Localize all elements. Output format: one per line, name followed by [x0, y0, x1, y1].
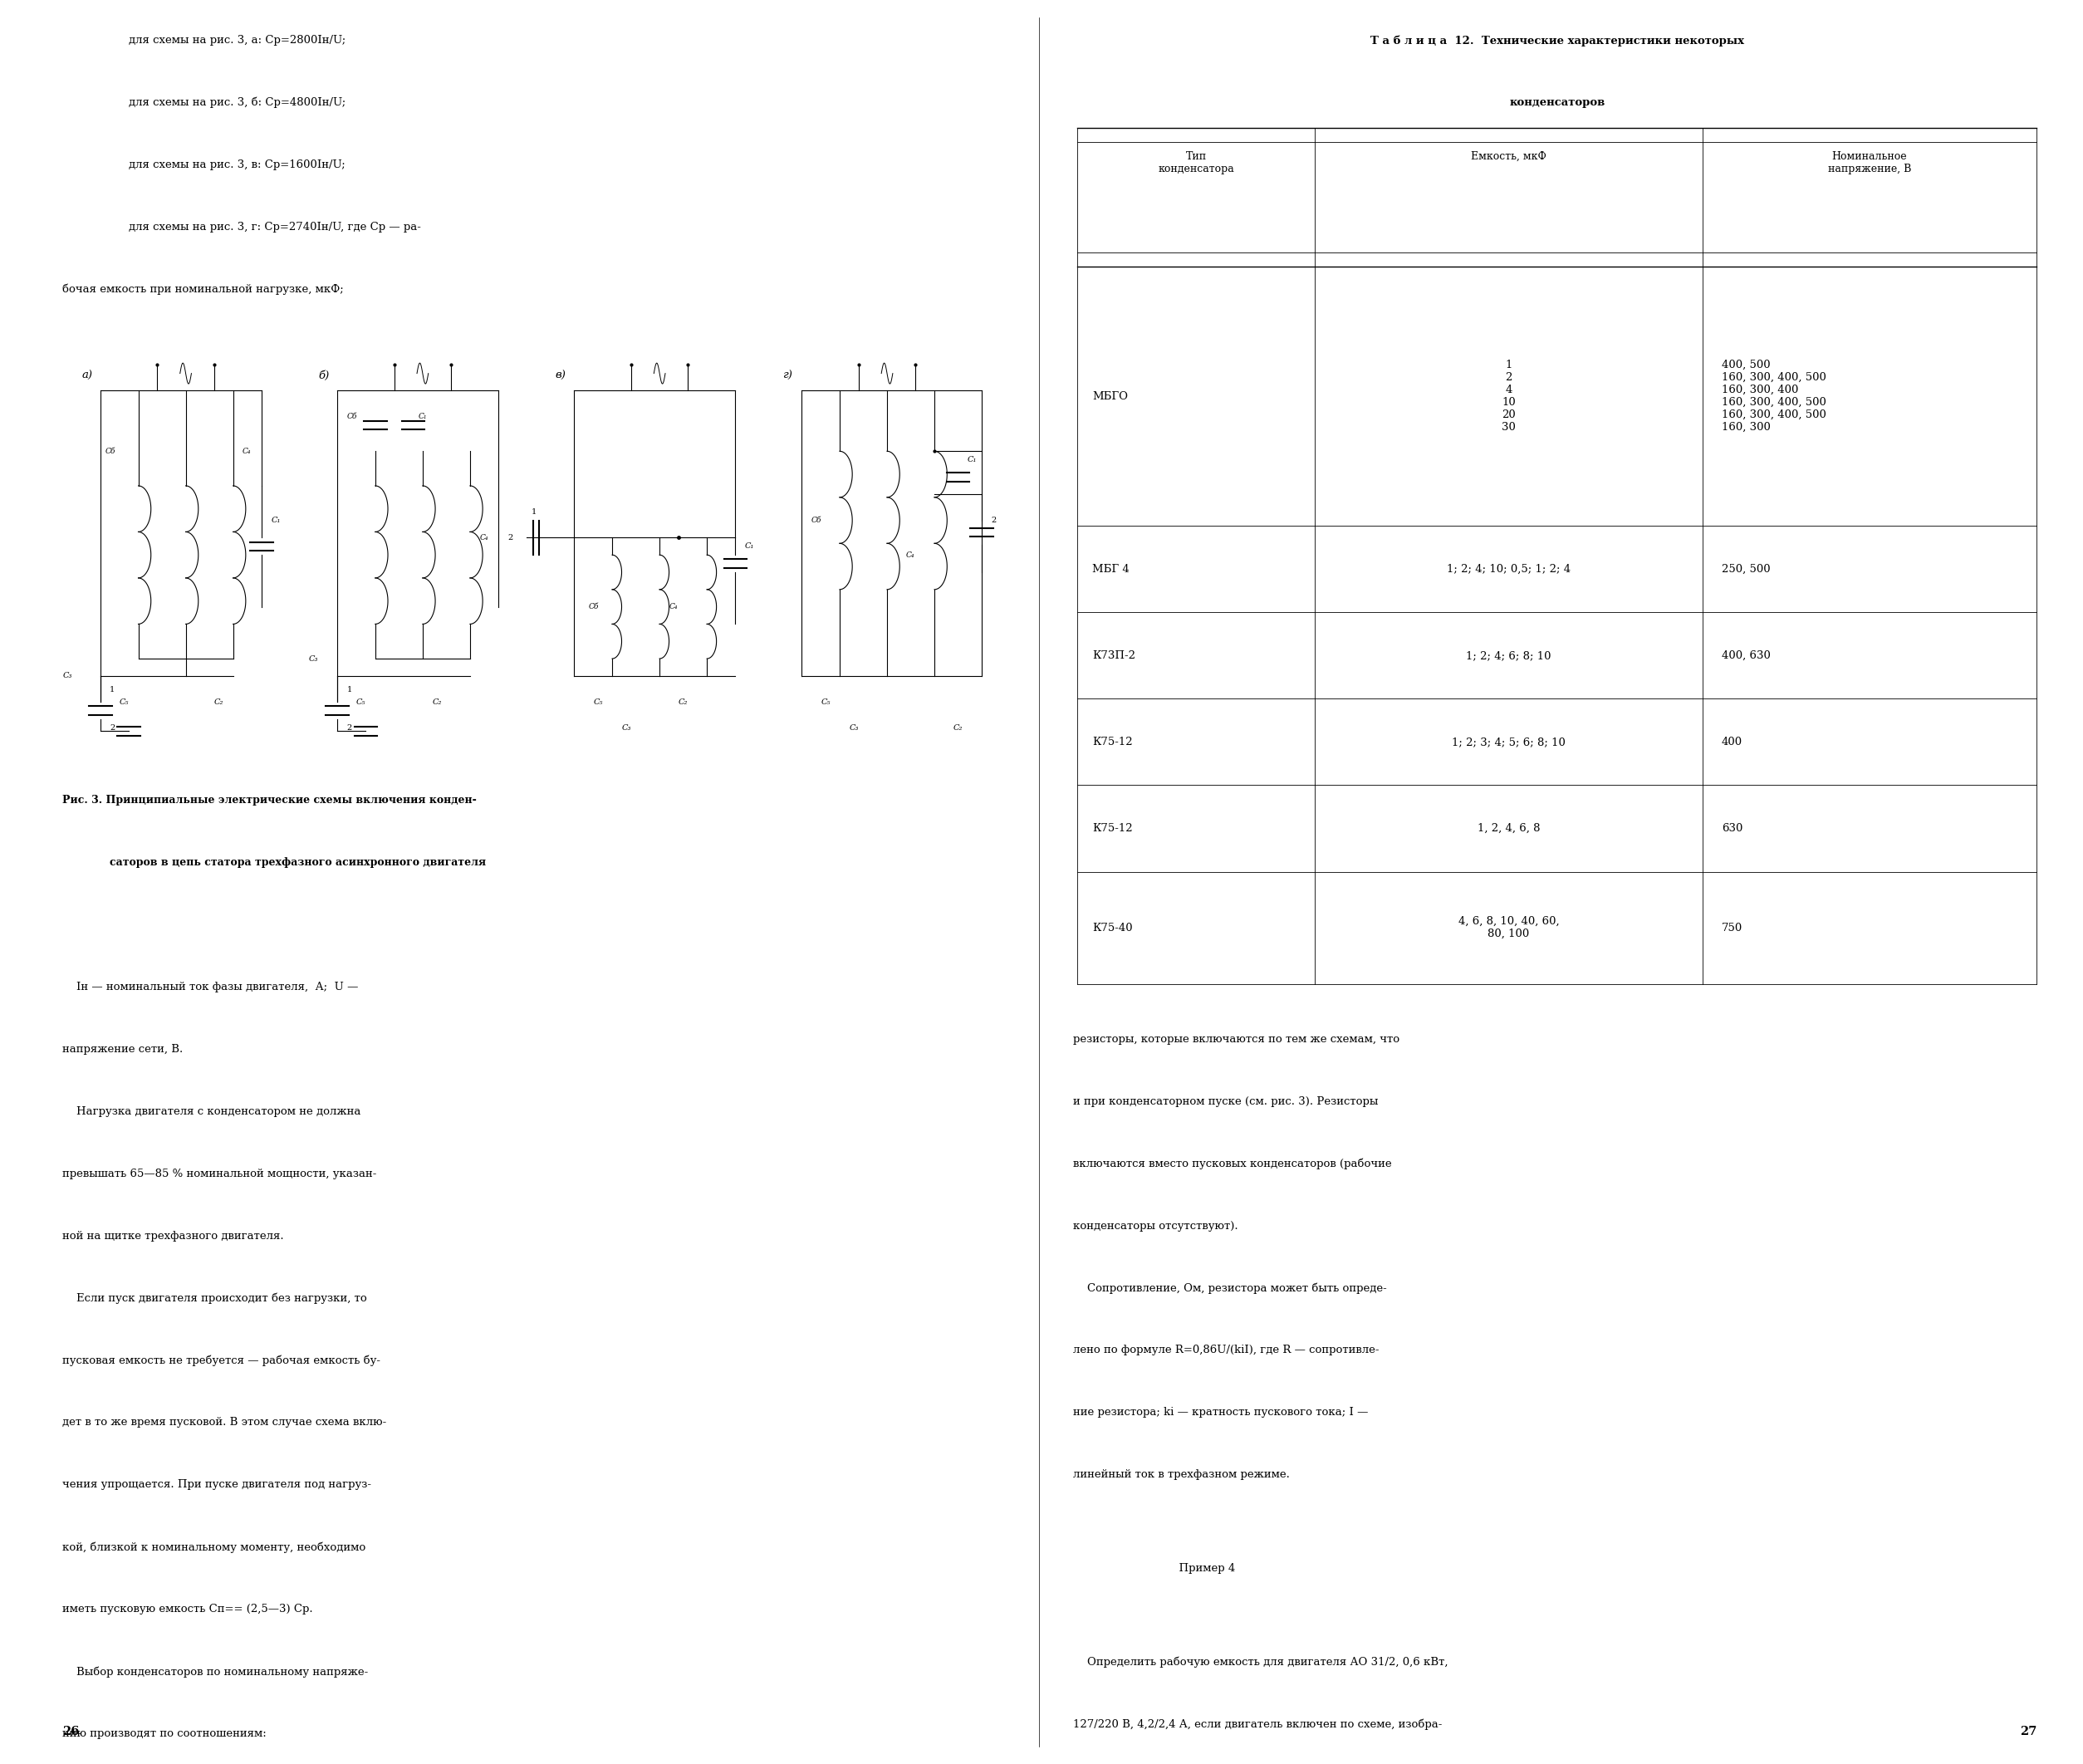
Text: дет в то же время пусковой. В этом случае схема вклю-: дет в то же время пусковой. В этом случа…: [62, 1416, 387, 1429]
Text: C₅: C₅: [821, 699, 831, 706]
Text: C₂: C₂: [431, 699, 442, 706]
Text: Если пуск двигателя происходит без нагрузки, то: Если пуск двигателя происходит без нагру…: [62, 1293, 367, 1304]
Text: 400, 630: 400, 630: [1723, 651, 1771, 662]
Text: конденсаторы отсутствуют).: конденсаторы отсутствуют).: [1073, 1221, 1237, 1231]
Text: Iн — номинальный ток фазы двигателя,  А;  U —: Iн — номинальный ток фазы двигателя, А; …: [62, 981, 358, 993]
Text: C₄: C₄: [242, 448, 252, 455]
Text: в): в): [556, 370, 567, 381]
Text: иметь пусковую емкость Сп== (2,5—3) Ср.: иметь пусковую емкость Сп== (2,5—3) Ср.: [62, 1603, 312, 1614]
Text: 4, 6, 8, 10, 40, 60,
80, 100: 4, 6, 8, 10, 40, 60, 80, 100: [1458, 916, 1558, 940]
Text: ной на щитке трехфазного двигателя.: ной на щитке трехфазного двигателя.: [62, 1231, 283, 1242]
Text: нию производят по соотношениям:: нию производят по соотношениям:: [62, 1729, 267, 1739]
Text: C₂: C₂: [215, 699, 223, 706]
Text: а): а): [81, 370, 92, 381]
Text: 27: 27: [2021, 1727, 2037, 1738]
Text: 630: 630: [1723, 824, 1743, 834]
Text: 127/220 В, 4,2/2,4 А, если двигатель включен по схеме, изобра-: 127/220 В, 4,2/2,4 А, если двигатель вкл…: [1073, 1718, 1441, 1729]
Text: К75-12: К75-12: [1091, 737, 1133, 748]
Text: К75-40: К75-40: [1091, 923, 1133, 933]
Text: для схемы на рис. 3, а: Ср=2800Iн/U;: для схемы на рис. 3, а: Ср=2800Iн/U;: [129, 35, 346, 46]
Text: C₅: C₅: [356, 699, 367, 706]
Text: Cб: Cб: [810, 517, 821, 524]
Text: МБГО: МБГО: [1091, 392, 1127, 402]
Text: Определить рабочую емкость для двигателя АО 31/2, 0,6 кВт,: Определить рабочую емкость для двигателя…: [1073, 1656, 1448, 1667]
Text: К75-12: К75-12: [1091, 824, 1133, 834]
Text: C₂: C₂: [954, 723, 962, 732]
Text: для схемы на рис. 3, б: Ср=4800Iн/U;: для схемы на рис. 3, б: Ср=4800Iн/U;: [129, 97, 346, 108]
Text: линейный ток в трехфазном режиме.: линейный ток в трехфазном режиме.: [1073, 1469, 1289, 1480]
Text: 250, 500: 250, 500: [1723, 564, 1771, 575]
Text: превышать 65—85 % номинальной мощности, указан-: превышать 65—85 % номинальной мощности, …: [62, 1168, 377, 1178]
Text: 750: 750: [1723, 923, 1743, 933]
Text: лено по формуле R=0,86U/(kiI), где R — сопротивле-: лено по формуле R=0,86U/(kiI), где R — с…: [1073, 1344, 1379, 1357]
Text: Пример 4: Пример 4: [1073, 1563, 1235, 1573]
Text: Номинальное
напряжение, В: Номинальное напряжение, В: [1827, 150, 1910, 175]
Text: МБГ 4: МБГ 4: [1091, 564, 1129, 575]
Text: 2: 2: [346, 723, 352, 732]
Text: саторов в цепь статора трехфазного асинхронного двигателя: саторов в цепь статора трехфазного асинх…: [110, 857, 485, 868]
Text: Сопротивление, Ом, резистора может быть опреде-: Сопротивление, Ом, резистора может быть …: [1073, 1282, 1387, 1295]
Text: Т а б л и ц а  12.  Технические характеристики некоторых: Т а б л и ц а 12. Технические характерис…: [1371, 35, 1743, 46]
Text: C₃: C₃: [621, 723, 631, 732]
Text: 400, 500
160, 300, 400, 500
160, 300, 400
160, 300, 400, 500
160, 300, 400, 500
: 400, 500 160, 300, 400, 500 160, 300, 40…: [1723, 360, 1827, 432]
Text: 1; 2; 4; 10; 0,5; 1; 2; 4: 1; 2; 4; 10; 0,5; 1; 2; 4: [1448, 564, 1571, 575]
Text: Рис. 3. Принципиальные электрические схемы включения конден-: Рис. 3. Принципиальные электрические схе…: [62, 796, 477, 806]
Text: C₁: C₁: [271, 517, 281, 524]
Text: C₃: C₃: [308, 654, 319, 663]
Text: кой, близкой к номинальному моменту, необходимо: кой, близкой к номинальному моменту, нео…: [62, 1542, 367, 1552]
Text: бочая емкость при номинальной нагрузке, мкФ;: бочая емкость при номинальной нагрузке, …: [62, 284, 344, 295]
Text: г): г): [783, 370, 794, 381]
Text: 1, 2, 4, 6, 8: 1, 2, 4, 6, 8: [1477, 824, 1539, 834]
Text: 2: 2: [992, 517, 996, 524]
Text: б): б): [319, 370, 329, 381]
Text: конденсаторов: конденсаторов: [1510, 97, 1604, 108]
Text: ние резистора; ki — кратность пускового тока; I —: ние резистора; ki — кратность пускового …: [1073, 1408, 1369, 1418]
Text: 400: 400: [1723, 737, 1743, 748]
Text: 1
2
4
10
20
30: 1 2 4 10 20 30: [1502, 360, 1516, 432]
Text: C₅: C₅: [594, 699, 602, 706]
Text: C₄: C₄: [479, 534, 487, 542]
Text: Нагрузка двигателя с конденсатором не должна: Нагрузка двигателя с конденсатором не до…: [62, 1106, 360, 1117]
Text: для схемы на рис. 3, г: Ср=2740Iн/U, где Ср — ра-: для схемы на рис. 3, г: Ср=2740Iн/U, где…: [129, 222, 421, 233]
Text: напряжение сети, В.: напряжение сети, В.: [62, 1044, 183, 1055]
Text: Cб: Cб: [104, 448, 115, 455]
Text: C₄: C₄: [906, 550, 914, 559]
Text: 1: 1: [346, 686, 352, 693]
Text: Тип
конденсатора: Тип конденсатора: [1158, 150, 1235, 175]
Text: 26: 26: [62, 1727, 79, 1738]
Text: C₃: C₃: [62, 672, 73, 679]
Text: 1; 2; 4; 6; 8; 10: 1; 2; 4; 6; 8; 10: [1466, 651, 1552, 662]
Text: чения упрощается. При пуске двигателя под нагруз-: чения упрощается. При пуске двигателя по…: [62, 1480, 371, 1491]
Text: К73П-2: К73П-2: [1091, 651, 1135, 662]
Text: резисторы, которые включаются по тем же схемам, что: резисторы, которые включаются по тем же …: [1073, 1034, 1400, 1044]
Text: 2: 2: [508, 534, 512, 542]
Text: C₅: C₅: [119, 699, 129, 706]
Text: C₂: C₂: [679, 699, 687, 706]
Text: Емкость, мкФ: Емкость, мкФ: [1471, 150, 1546, 162]
Text: C₃: C₃: [850, 723, 858, 732]
Text: C₁: C₁: [969, 457, 977, 464]
Text: 1: 1: [531, 508, 537, 515]
Text: для схемы на рис. 3, в: Ср=1600Iн/U;: для схемы на рис. 3, в: Ср=1600Iн/U;: [129, 159, 346, 169]
Text: 1: 1: [110, 686, 115, 693]
Text: C₄: C₄: [669, 603, 677, 610]
Text: C₁: C₁: [419, 413, 427, 420]
Text: C₁: C₁: [746, 543, 754, 550]
Text: 2: 2: [110, 723, 115, 732]
Text: 1; 2; 3; 4; 5; 6; 8; 10: 1; 2; 3; 4; 5; 6; 8; 10: [1452, 737, 1566, 748]
Text: включаются вместо пусковых конденсаторов (рабочие: включаются вместо пусковых конденсаторов…: [1073, 1159, 1391, 1170]
Text: Выбор конденсаторов по номинальному напряже-: Выбор конденсаторов по номинальному напр…: [62, 1667, 369, 1678]
Text: пусковая емкость не требуется — рабочая емкость бу-: пусковая емкость не требуется — рабочая …: [62, 1355, 381, 1365]
Text: и при конденсаторном пуске (см. рис. 3). Резисторы: и при конденсаторном пуске (см. рис. 3).…: [1073, 1095, 1377, 1106]
Text: Cб: Cб: [589, 603, 598, 610]
Text: Cб: Cб: [346, 413, 356, 420]
